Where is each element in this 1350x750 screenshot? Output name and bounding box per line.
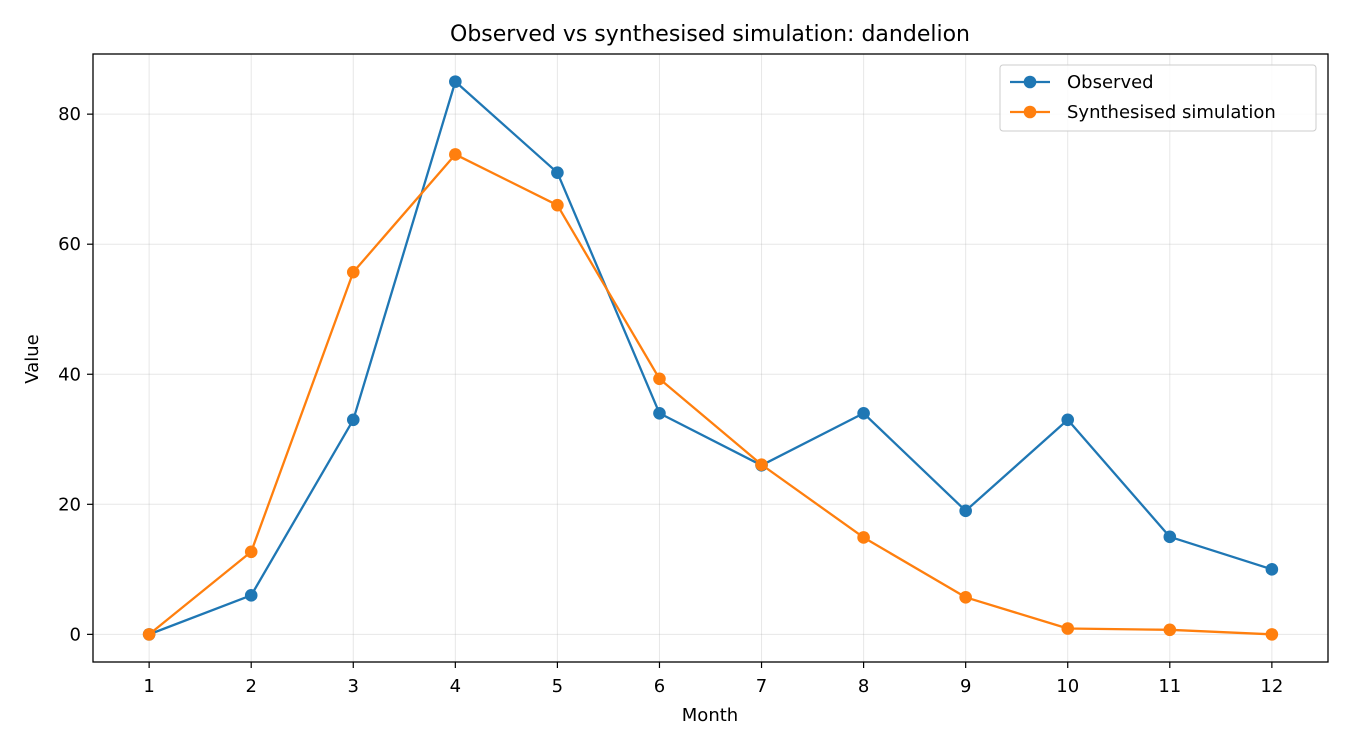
y-tick-label: 0 bbox=[70, 624, 81, 645]
x-tick-label: 7 bbox=[756, 676, 767, 697]
legend-label: Synthesised simulation bbox=[1067, 102, 1276, 123]
legend: Observed Synthesised simulation bbox=[999, 64, 1317, 132]
y-tick-label: 20 bbox=[58, 494, 81, 515]
data-point bbox=[346, 413, 360, 427]
legend-item: Observed bbox=[1010, 72, 1154, 93]
x-tick-label: 5 bbox=[552, 676, 563, 697]
data-point bbox=[142, 628, 156, 641]
data-point bbox=[857, 406, 870, 420]
series-line bbox=[148, 80, 1273, 636]
data-point bbox=[1163, 530, 1177, 544]
data-point bbox=[551, 166, 564, 179]
y-tick-label: 80 bbox=[58, 104, 81, 125]
data-point bbox=[653, 372, 666, 386]
data-point bbox=[857, 531, 870, 544]
series-line bbox=[148, 153, 1272, 636]
x-tick-label: 11 bbox=[1158, 676, 1181, 697]
series-synthesised-simulation bbox=[142, 148, 1279, 641]
series-layer bbox=[142, 75, 1279, 641]
plot-frame bbox=[92, 53, 1329, 663]
data-point bbox=[1265, 563, 1279, 576]
data-point bbox=[244, 589, 258, 602]
x-tick-label: 10 bbox=[1056, 676, 1079, 697]
x-tick-label: 4 bbox=[450, 676, 461, 697]
x-axis-ticks: 1 2 3 4 5 6 7 8 9 10 11 12 bbox=[143, 662, 1283, 697]
grid bbox=[93, 54, 1328, 662]
data-point bbox=[959, 504, 972, 518]
data-point bbox=[346, 265, 360, 279]
data-point bbox=[653, 406, 666, 420]
legend-box bbox=[999, 64, 1317, 132]
x-tick-label: 8 bbox=[858, 676, 869, 697]
chart-title: Observed vs synthesised simulation: dand… bbox=[450, 22, 970, 47]
y-tick-label: 40 bbox=[58, 364, 81, 385]
x-tick-label: 12 bbox=[1260, 676, 1283, 697]
data-point bbox=[1061, 413, 1075, 427]
x-tick-label: 1 bbox=[143, 676, 154, 697]
x-tick-label: 3 bbox=[348, 676, 359, 697]
y-tick-label: 60 bbox=[58, 234, 81, 255]
y-axis-ticks: 0 20 40 60 80 bbox=[58, 104, 93, 645]
data-point bbox=[551, 198, 564, 212]
data-point bbox=[959, 590, 972, 604]
x-tick-label: 2 bbox=[245, 676, 256, 697]
x-axis-label: Month bbox=[682, 705, 738, 726]
legend-label: Observed bbox=[1067, 72, 1154, 93]
series-observed bbox=[142, 75, 1279, 641]
legend-marker bbox=[1023, 105, 1037, 119]
x-tick-label: 6 bbox=[654, 676, 665, 697]
data-point bbox=[244, 545, 258, 559]
data-point bbox=[1265, 628, 1279, 641]
data-point bbox=[1163, 623, 1177, 637]
data-point bbox=[449, 75, 462, 88]
y-axis-label: Value bbox=[22, 334, 43, 383]
data-point bbox=[1061, 622, 1075, 635]
data-point bbox=[755, 458, 768, 471]
legend-marker bbox=[1023, 75, 1037, 89]
legend-item: Synthesised simulation bbox=[1010, 102, 1276, 123]
x-tick-label: 9 bbox=[960, 676, 971, 697]
data-point bbox=[449, 148, 462, 161]
